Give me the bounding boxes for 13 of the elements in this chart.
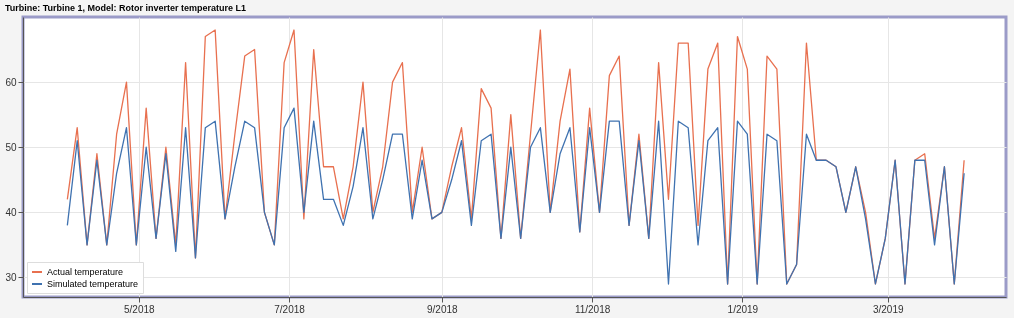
chart-title: Turbine: Turbine 1, Model: Rotor inverter temperature L1 [4, 3, 247, 13]
y-tick-label: 60 [5, 76, 17, 88]
legend-label: Actual temperature [47, 267, 124, 277]
x-tick-label: 9/2018 [427, 303, 459, 315]
x-tick-label: 7/2018 [274, 303, 306, 315]
x-tick-label: 3/2019 [872, 303, 904, 315]
y-tick-label: 30 [5, 271, 17, 283]
x-tick-label: 1/2019 [727, 303, 759, 315]
x-tick-label: 5/2018 [124, 303, 156, 315]
y-tick-label: 50 [5, 141, 17, 153]
y-tick-label: 40 [5, 206, 17, 218]
legend-label: Simulated temperature [47, 279, 139, 289]
x-tick-label: 11/2018 [574, 303, 611, 315]
